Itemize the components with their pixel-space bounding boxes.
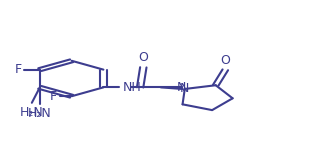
Text: H₂N: H₂N bbox=[20, 106, 44, 119]
Text: N: N bbox=[180, 82, 189, 95]
Text: N: N bbox=[177, 81, 186, 94]
Text: NH: NH bbox=[123, 81, 141, 94]
Text: F: F bbox=[50, 90, 57, 103]
Text: O: O bbox=[220, 54, 230, 67]
Text: F: F bbox=[15, 63, 22, 76]
Text: H₂N: H₂N bbox=[28, 107, 52, 120]
Text: O: O bbox=[138, 51, 148, 64]
